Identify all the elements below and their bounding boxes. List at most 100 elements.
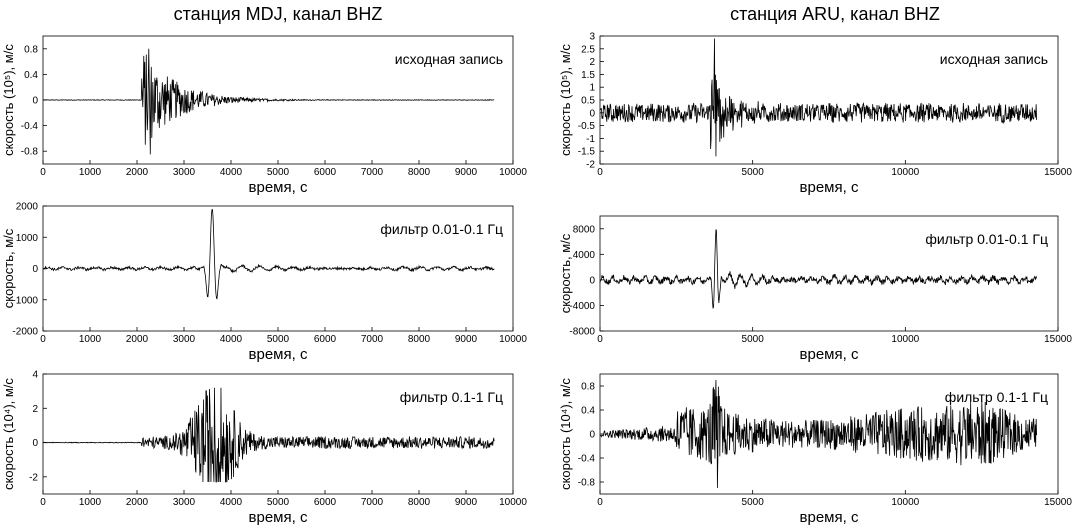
x-tick-label: 8000	[408, 497, 431, 508]
x-tick-label: 3000	[173, 497, 196, 508]
x-axis-label: время, с	[800, 179, 859, 196]
x-tick-label: 5000	[267, 167, 290, 178]
x-tick-label: 7000	[361, 497, 384, 508]
x-tick-label: 1000	[79, 497, 102, 508]
x-tick-label: 10000	[891, 334, 919, 345]
y-tick-label: 1000	[16, 233, 39, 244]
y-tick-label: -1.5	[578, 147, 596, 158]
y-tick-label: 0.5	[581, 96, 595, 107]
x-tick-label: 4000	[220, 334, 243, 345]
x-tick-label: 4000	[220, 167, 243, 178]
y-tick-label: 1	[589, 83, 595, 94]
y-tick-label: 8000	[573, 224, 596, 235]
y-axis-label: скорость (10⁴), м/с	[558, 378, 573, 490]
y-tick-label: -0.4	[578, 454, 596, 465]
x-tick-label: 2000	[126, 497, 149, 508]
x-tick-label: 0	[597, 334, 603, 345]
x-tick-label: 7000	[361, 334, 384, 345]
seismogram-panel-3: 0 1000 2000 3000 4000 5000 6000 7000 8000 9000 100…	[1, 202, 527, 364]
x-tick-label: 0	[40, 497, 46, 508]
x-tick-label: 9000	[455, 167, 478, 178]
seismogram-panel-5: 0 1000 2000 3000 4000 5000 6000 7000 8000 9000 100…	[1, 370, 527, 527]
y-tick-label: 1.5	[581, 70, 595, 81]
x-tick-label: 0	[40, 167, 46, 178]
y-tick-label: 0	[32, 438, 38, 449]
seismogram-panel-1: 0 1000 2000 3000 4000 5000 6000 7000 8000 9000 100…	[1, 35, 527, 196]
y-axis-label: скорость, м/с	[1, 228, 16, 308]
y-tick-label: 0	[589, 108, 595, 119]
plot-frame	[599, 215, 1059, 332]
x-tick-label: 10000	[499, 497, 527, 508]
x-tick-label: 6000	[314, 334, 337, 345]
seismogram-panel-2: 0 5000 10000 15000-2-1.5-1-0.500.511.522.53…	[558, 32, 1072, 197]
x-tick-label: 8000	[408, 334, 431, 345]
y-tick-label: 0.4	[24, 70, 38, 81]
x-tick-label: 3000	[173, 167, 196, 178]
seismogram-trace	[599, 38, 1038, 157]
x-axis-label: время, с	[249, 346, 308, 363]
x-tick-label: 0	[597, 167, 603, 178]
x-tick-label: 0	[40, 334, 46, 345]
x-tick-label: 10000	[891, 497, 919, 508]
x-tick-label: 5000	[742, 497, 765, 508]
y-tick-label: 0	[589, 430, 595, 441]
panel-annotation: фильтр 0.01-0.1 Гц	[925, 231, 1048, 247]
seismogram-panel-6: 0 5000 10000 15000 -0.8 -0.4 0 0.4 0.8 фильтр 0.1…	[558, 373, 1072, 526]
x-axis-label: время, с	[800, 509, 859, 526]
x-tick-label: 5000	[267, 497, 290, 508]
x-tick-label: 15000	[1044, 334, 1072, 345]
y-tick-label: 0.8	[581, 382, 595, 393]
x-tick-label: 2000	[126, 334, 149, 345]
seismogram-trace	[599, 379, 1038, 489]
y-tick-label: 0	[32, 96, 38, 107]
y-tick-label: -0.8	[21, 147, 39, 158]
x-axis-label: время, с	[249, 509, 308, 526]
x-tick-label: 1000	[79, 167, 102, 178]
left-column-title: станция MDJ, канал BHZ	[173, 4, 383, 24]
y-tick-label: -1000	[12, 295, 38, 306]
x-tick-label: 15000	[1044, 497, 1072, 508]
y-tick-label: -0.4	[21, 121, 39, 132]
y-tick-label: 2	[589, 57, 595, 68]
x-tick-label: 15000	[1044, 167, 1072, 178]
panel-annotation: фильтр 0.1-1 Гц	[945, 389, 1048, 405]
x-tick-label: 5000	[267, 334, 290, 345]
x-tick-label: 4000	[220, 497, 243, 508]
y-tick-label: 3	[589, 32, 595, 43]
y-tick-label: 2	[32, 404, 38, 415]
x-axis-label: время, с	[800, 346, 859, 363]
x-tick-label: 1000	[79, 334, 102, 345]
panel-annotation: исходная запись	[395, 51, 503, 67]
seismogram-trace	[42, 48, 495, 155]
seismogram-panel-4: 0 5000 10000 15000 -8000 -4000 0 4000 8000 фильтр…	[558, 215, 1072, 363]
x-tick-label: 2000	[126, 167, 149, 178]
y-tick-label: 0	[32, 264, 38, 275]
panel-annotation: фильтр 0.01-0.1 Гц	[380, 221, 503, 237]
panel-annotation: фильтр 0.1-1 Гц	[400, 389, 503, 405]
y-tick-label: 0.8	[24, 44, 38, 55]
y-tick-label: -2000	[12, 327, 38, 338]
y-tick-label: -1	[586, 134, 595, 145]
y-tick-label: 0.4	[581, 406, 595, 417]
seismogram-trace	[599, 229, 1038, 310]
y-axis-label: скорость (10⁵), м/с	[558, 44, 573, 156]
x-tick-label: 6000	[314, 167, 337, 178]
x-tick-label: 6000	[314, 497, 337, 508]
panel-annotation: исходная запись	[940, 51, 1048, 67]
y-tick-label: -2	[586, 160, 595, 171]
x-tick-label: 3000	[173, 334, 196, 345]
x-tick-label: 10000	[499, 334, 527, 345]
y-tick-label: 4	[32, 370, 38, 381]
y-tick-label: 4000	[573, 250, 596, 261]
y-tick-label: -0.5	[578, 121, 596, 132]
x-axis-label: время, с	[249, 179, 308, 196]
y-tick-label: -4000	[569, 301, 595, 312]
x-tick-label: 5000	[742, 334, 765, 345]
y-tick-label: -2	[29, 472, 38, 483]
y-tick-label: 2.5	[581, 44, 595, 55]
y-tick-label: 0	[589, 275, 595, 286]
y-axis-label: скорость (10⁵), м/с	[1, 44, 16, 156]
y-tick-label: -0.8	[578, 478, 596, 489]
x-tick-label: 10000	[891, 167, 919, 178]
